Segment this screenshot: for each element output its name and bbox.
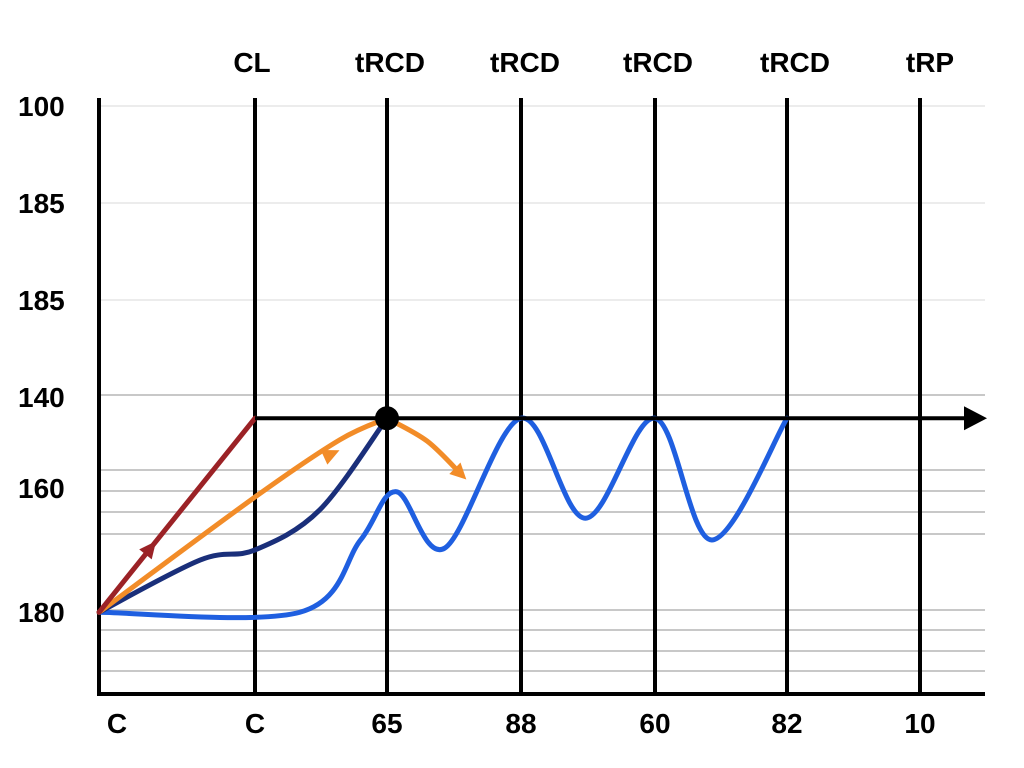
arrow-marker-icon (139, 541, 157, 560)
y-tick-label: 180 (18, 597, 65, 628)
series-line (384, 415, 465, 478)
reference-line (255, 406, 987, 431)
arrow-head-icon (964, 406, 987, 431)
y-tick-label: 185 (18, 285, 65, 316)
vertical-lines (253, 98, 922, 694)
series-group (96, 406, 790, 621)
gridlines (99, 105, 985, 672)
top-label: tRCD (490, 47, 560, 78)
x-tick-label: 82 (771, 708, 802, 739)
arrow-marker-icon (320, 450, 340, 465)
series-line (96, 415, 790, 621)
top-label: tRCD (623, 47, 693, 78)
y-tick-label: 100 (18, 91, 65, 122)
top-label: tRCD (355, 47, 425, 78)
x-tick-label: C (245, 708, 265, 739)
x-tick-label: C (107, 708, 127, 739)
top-label: tRCD (760, 47, 830, 78)
y-tick-label: 160 (18, 473, 65, 504)
y-tick-label: 140 (18, 382, 65, 413)
x-tick-label: 10 (904, 708, 935, 739)
series-line (96, 415, 390, 615)
arrow-head-icon (449, 462, 467, 480)
x-tick-label: 60 (639, 708, 670, 739)
y-tick-label: 185 (18, 188, 65, 219)
top-label: CL (233, 47, 270, 78)
series-line (96, 415, 390, 615)
x-tick-label: 65 (371, 708, 402, 739)
top-label: tRP (906, 47, 954, 78)
x-tick-label: 88 (505, 708, 536, 739)
